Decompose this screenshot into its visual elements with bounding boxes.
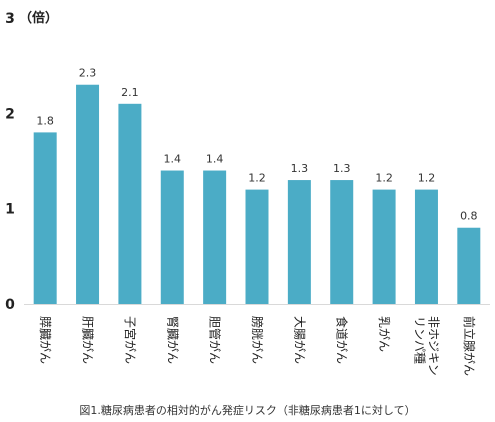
data-label: 1.4 xyxy=(206,153,224,166)
x-tick-label: 前立腺がん xyxy=(462,316,477,376)
bar xyxy=(203,170,227,304)
bar xyxy=(118,103,142,304)
bar xyxy=(414,189,438,304)
data-label: 2.1 xyxy=(121,86,139,99)
data-label: 1.2 xyxy=(375,172,393,185)
bar xyxy=(330,180,354,304)
data-label: 1.4 xyxy=(164,153,182,166)
bar xyxy=(160,170,184,304)
bars xyxy=(33,84,481,304)
data-label: 1.2 xyxy=(248,172,266,185)
data-label: 1.2 xyxy=(418,172,436,185)
y-tick-label: 1 xyxy=(5,202,15,218)
x-tick-label: 膵臓がん xyxy=(38,316,53,364)
y-tick-label: 2 xyxy=(5,106,15,122)
y-tick-label: 0 xyxy=(5,297,15,313)
data-label: 1.8 xyxy=(36,114,54,127)
bar xyxy=(76,84,100,304)
x-tick-label: リンパ種 xyxy=(412,316,426,364)
x-tick-label: 大腸がん xyxy=(292,316,307,364)
x-tick-label: 腎臓がん xyxy=(165,316,180,364)
labels: 1.8 膵臓がん 2.3 肝臓がん 2.1 子宮がん 1.4 腎臓がん 1.4 胆管がん 1.2 膀胱… xyxy=(36,67,477,376)
figure-caption: 図1.糖尿病患者の相対的がん発症リスク（非糖尿病患者1に対して） xyxy=(79,404,416,417)
x-tick-label: 胆管がん xyxy=(208,316,223,364)
x-tick-label: 膀胱がん xyxy=(250,316,265,364)
bar xyxy=(372,189,396,304)
x-tick-label: 乳がん xyxy=(377,316,392,352)
x-tick-label: 食道がん xyxy=(335,316,350,364)
axes: 0 1 2 3 （倍） xyxy=(5,10,490,313)
y-tick-label: 3 xyxy=(5,11,15,27)
bar xyxy=(245,189,269,304)
data-label: 0.8 xyxy=(460,210,478,223)
data-label: 2.3 xyxy=(79,67,97,80)
bar xyxy=(33,132,57,304)
bar xyxy=(457,227,481,304)
data-label: 1.3 xyxy=(291,162,309,175)
data-label: 1.3 xyxy=(333,162,351,175)
x-tick-label: 子宮がん xyxy=(123,316,138,364)
x-tick-label: 肝臓がん xyxy=(81,316,96,364)
bar xyxy=(287,180,311,304)
bar-chart: 0 1 2 3 （倍） 1.8 膵臓がん 2.3 肝臓がん 2.1 子宮がん 1.4 腎臓がん 1.4 胆… xyxy=(5,10,490,376)
y-axis-unit: （倍） xyxy=(19,10,58,26)
x-tick-label: 非ホジキン xyxy=(426,316,440,376)
